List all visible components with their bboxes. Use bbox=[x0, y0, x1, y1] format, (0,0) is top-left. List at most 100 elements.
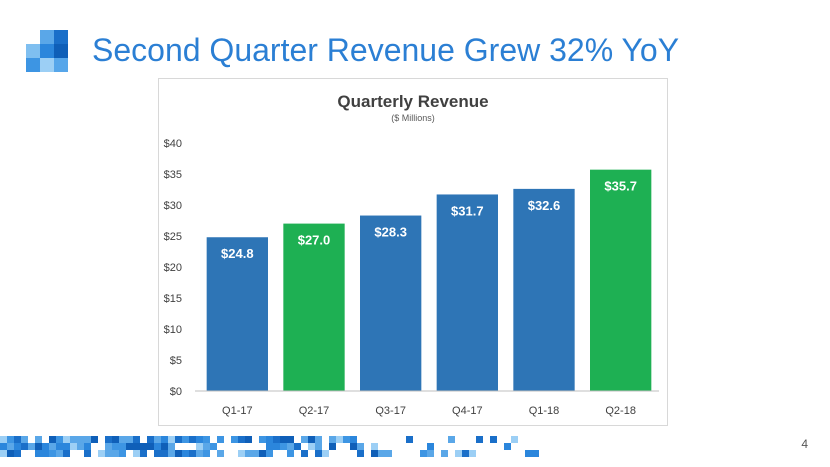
footer-pixel bbox=[315, 443, 322, 450]
footer-pixel bbox=[126, 443, 133, 450]
logo-tile bbox=[54, 30, 68, 44]
footer-pixel bbox=[84, 436, 91, 443]
footer-pixel bbox=[70, 436, 77, 443]
footer-pixel bbox=[140, 443, 147, 450]
footer-pixel bbox=[133, 443, 140, 450]
footer-pixel bbox=[119, 436, 126, 443]
bar-data-label: $31.7 bbox=[451, 203, 484, 218]
y-axis: $0 $5 $10 $15 $20 $25 $30 $35 $40 bbox=[164, 138, 182, 398]
footer-pixel bbox=[182, 450, 189, 457]
footer-pixel bbox=[182, 436, 189, 443]
footer-pixel bbox=[119, 450, 126, 457]
footer-pixel bbox=[0, 443, 7, 450]
logo-tile bbox=[40, 44, 54, 58]
footer-pixel bbox=[301, 450, 308, 457]
footer-pixel bbox=[203, 450, 210, 457]
footer-pixel bbox=[189, 450, 196, 457]
bar-series: $24.8 $27.0 $28.3 $31.7 $32.6 $35.7 bbox=[206, 169, 652, 391]
bar-q2-18 bbox=[590, 169, 652, 391]
footer-pixel bbox=[14, 436, 21, 443]
x-axis: Q1-17 Q2-17 Q3-17 Q4-17 Q1-18 Q2-18 bbox=[195, 390, 659, 417]
footer-pixel bbox=[378, 450, 385, 457]
footer-pixel bbox=[385, 450, 392, 457]
footer-pixel bbox=[301, 436, 308, 443]
footer-pixel bbox=[469, 450, 476, 457]
footer-pixel bbox=[112, 443, 119, 450]
footer-pixel bbox=[448, 436, 455, 443]
footer-pixel-pattern bbox=[0, 436, 539, 457]
page-number: 4 bbox=[801, 437, 808, 451]
footer-pixel bbox=[266, 436, 273, 443]
footer-pixel bbox=[168, 443, 175, 450]
footer-pixel bbox=[154, 450, 161, 457]
footer-pixel bbox=[210, 443, 217, 450]
footer-pixel bbox=[308, 436, 315, 443]
logo-tile bbox=[54, 44, 68, 58]
bar-q3-17 bbox=[360, 215, 422, 391]
footer-pixel bbox=[280, 436, 287, 443]
footer-pixel bbox=[14, 443, 21, 450]
y-tick-label: $30 bbox=[164, 200, 182, 212]
footer-pixel bbox=[329, 436, 336, 443]
logo-tile bbox=[26, 44, 40, 58]
footer-pixel bbox=[280, 443, 287, 450]
footer-pixel bbox=[147, 443, 154, 450]
footer-pixel bbox=[245, 450, 252, 457]
chart-title: Quarterly Revenue bbox=[337, 92, 488, 111]
x-tick-label: Q3-17 bbox=[375, 405, 406, 417]
footer-pixel bbox=[196, 450, 203, 457]
x-tick-label: Q2-18 bbox=[605, 405, 636, 417]
x-tick-label: Q4-17 bbox=[452, 405, 483, 417]
footer-pixel bbox=[196, 436, 203, 443]
footer-pixel bbox=[147, 436, 154, 443]
footer-pixel bbox=[35, 443, 42, 450]
bar-q2-17 bbox=[283, 223, 345, 391]
footer-pixel bbox=[217, 436, 224, 443]
footer-pixel bbox=[84, 450, 91, 457]
footer-pixel bbox=[322, 450, 329, 457]
logo-tile bbox=[54, 58, 68, 72]
y-tick-label: $40 bbox=[164, 138, 182, 150]
footer-pixel bbox=[7, 443, 14, 450]
slide-title: Second Quarter Revenue Grew 32% YoY bbox=[92, 32, 680, 68]
footer-pixel bbox=[308, 443, 315, 450]
footer-pixel bbox=[105, 450, 112, 457]
footer-pixel bbox=[343, 436, 350, 443]
footer-pixel bbox=[238, 450, 245, 457]
company-logo bbox=[26, 30, 68, 72]
footer-pixel bbox=[140, 450, 147, 457]
footer-pixel bbox=[357, 450, 364, 457]
footer-pixel bbox=[252, 450, 259, 457]
footer-pixel bbox=[476, 436, 483, 443]
footer-pixel bbox=[371, 443, 378, 450]
y-tick-label: $5 bbox=[170, 355, 182, 367]
logo-tile bbox=[40, 30, 54, 44]
footer-pixel bbox=[119, 443, 126, 450]
footer-pixel bbox=[231, 436, 238, 443]
footer-pixel bbox=[35, 436, 42, 443]
footer-pixel bbox=[56, 450, 63, 457]
footer-pixel bbox=[42, 450, 49, 457]
footer-pixel bbox=[42, 443, 49, 450]
footer-pixel bbox=[7, 450, 14, 457]
footer-pixel bbox=[287, 443, 294, 450]
footer-pixel bbox=[21, 443, 28, 450]
footer-pixel bbox=[49, 443, 56, 450]
footer-pixel bbox=[49, 450, 56, 457]
bar-data-label: $28.3 bbox=[374, 225, 407, 240]
footer-pixel bbox=[49, 436, 56, 443]
footer-pixel bbox=[350, 443, 357, 450]
footer-pixel bbox=[63, 443, 70, 450]
x-tick-label: Q2-17 bbox=[299, 405, 330, 417]
footer-pixel bbox=[315, 450, 322, 457]
footer-pixel bbox=[287, 436, 294, 443]
footer-pixel bbox=[161, 443, 168, 450]
footer-pixel bbox=[91, 436, 98, 443]
chart-frame: Quarterly Revenue ($ Millions) $0 $5 $10 $1… bbox=[158, 78, 668, 426]
footer-pixel bbox=[490, 436, 497, 443]
footer-pixel bbox=[266, 450, 273, 457]
logo-tile bbox=[40, 58, 54, 72]
footer-pixel bbox=[56, 436, 63, 443]
footer-pixel bbox=[0, 450, 7, 457]
footer-pixel bbox=[105, 443, 112, 450]
